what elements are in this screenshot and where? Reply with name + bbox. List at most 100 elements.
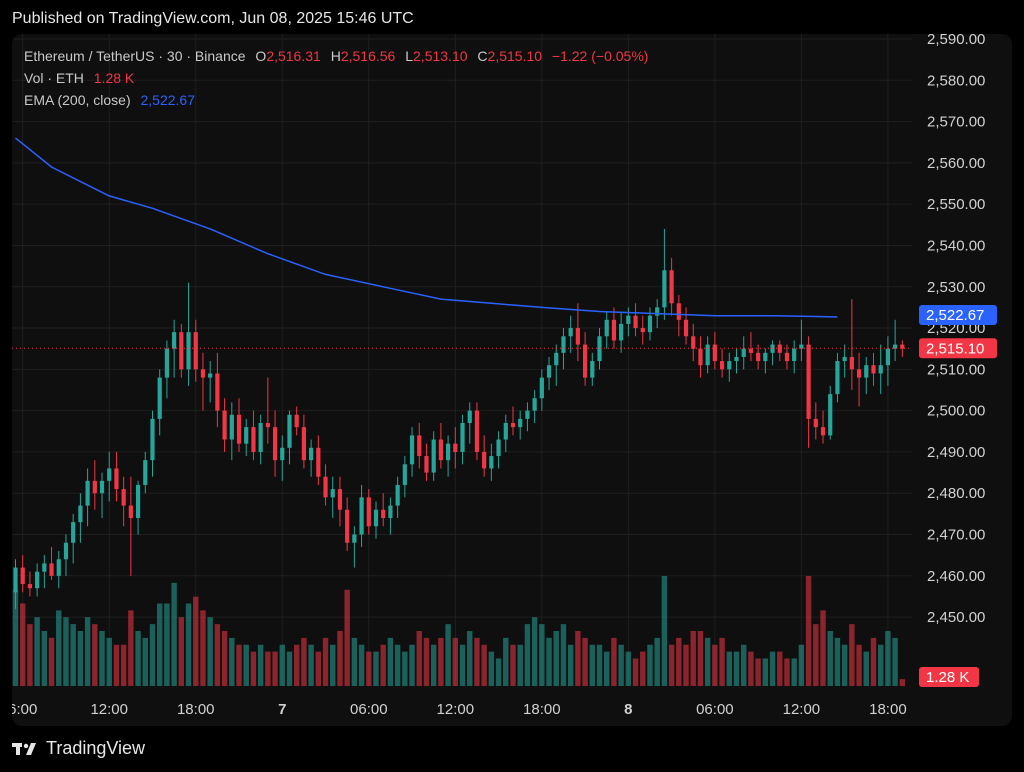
volume-bar [84,617,91,686]
legend-close-label: C [477,48,488,64]
x-tick-label: 6:00 [12,701,37,718]
candle-body [42,563,47,572]
last-price-badge-text: 2,515.10 [926,340,984,357]
volume-badge: 1.28 K [919,667,979,687]
candle-body [236,414,242,444]
price-chart[interactable]: 2,590.00 2,580.00 2,570.00 2,560.00 2,550.00… [12,34,1012,726]
legend-symbol[interactable]: Ethereum / TetherUS · 30 · Binance [24,48,246,64]
candle-body [871,365,876,374]
volume-bar [560,624,567,686]
candle-body [734,356,739,362]
volume-bar [575,631,581,686]
candle-body [222,410,227,440]
legend-ohlc-row: Ethereum / TetherUS · 30 · Binance O2,51… [24,48,648,64]
chart-panel[interactable]: 2,590.00 2,580.00 2,570.00 2,560.00 2,550.00… [12,34,1012,726]
legend-ema-row[interactable]: EMA (200, close) 2,522.67 [24,92,195,108]
y-tick-label: 2,570.00 [927,114,985,131]
candle-body [244,427,249,444]
candle-body [792,348,797,362]
volume-bar [286,651,293,686]
candle-body [856,369,862,378]
candle-body [885,348,891,366]
candle-body [265,423,270,428]
volume-bar [351,637,358,686]
volume-bar [265,651,271,686]
volume-bar [236,644,242,686]
candle-body [49,563,54,576]
volume-bar [20,603,26,686]
candle-body [446,443,451,461]
candle-body [395,484,400,506]
volume-bar [99,631,105,686]
tradingview-brand[interactable]: TradingView [12,738,145,759]
volume-bar [308,644,314,686]
candle-body [186,332,191,370]
candle-body [280,447,285,461]
volume-bar [488,651,495,686]
volume-bar [445,624,451,686]
volume-bar [467,631,473,686]
candle-body [705,344,710,366]
volume-bar [690,631,696,686]
candle-body [294,414,299,428]
volume-bar [769,651,776,686]
volume-bar [661,576,668,686]
volume-bar [92,624,98,686]
candle-body [568,328,573,337]
candle-body [63,542,69,560]
volume-bar [171,582,177,686]
candle-body [172,332,177,349]
candle-body [107,468,112,481]
volume-bar [423,637,430,686]
candle-body [691,336,696,349]
x-tick-label: 18:00 [177,701,215,718]
candle-body [193,332,198,370]
candle-body [251,427,256,452]
volume-bar [726,651,732,686]
candle-body [647,315,653,333]
legend-open-label: O [255,48,267,64]
volume-bar [157,603,163,686]
candle-body [13,567,18,593]
candle-body [849,356,854,370]
candle-body [575,328,580,345]
legend-volume-label: Vol · ETH [24,70,84,86]
candle-body [741,348,746,357]
legend-close-value: 2,515.10 [487,48,543,64]
volume-bar [870,637,877,686]
volume-badge-bg [919,667,979,687]
candle-body [518,418,523,428]
candle-body [503,423,508,440]
candle-body [121,489,126,506]
candle-body [345,509,350,543]
volume-bar [214,624,221,686]
volume-bar [344,589,350,686]
volume-bar [149,624,156,686]
candle-body [78,505,83,523]
volume-bar [805,576,812,686]
candle-body [56,559,61,576]
candle-body [135,484,141,518]
legend-open-value: 2,516.31 [266,48,321,64]
volume-bar [892,637,898,686]
volume-bar [301,637,307,686]
candle-body [784,352,790,362]
volume-bar [142,637,148,686]
volume-bar [589,644,595,686]
legend-volume-row[interactable]: Vol · ETH 1.28 K [24,70,134,86]
y-tick-label: 2,490.00 [927,444,985,461]
volume-bar [366,651,372,686]
candle-body [287,414,292,448]
candle-body [474,410,480,452]
x-tick-label: 12:00 [90,701,128,718]
volume-bar [827,631,833,686]
volume-bar [34,617,40,686]
volume-bar [178,617,185,686]
volume-bar [387,637,394,686]
volume-bar [257,644,264,686]
candle-body [164,348,170,378]
volume-bar [503,637,509,686]
y-tick-label: 2,480.00 [927,485,985,502]
candle-body [143,460,148,485]
candle-body [719,361,725,370]
